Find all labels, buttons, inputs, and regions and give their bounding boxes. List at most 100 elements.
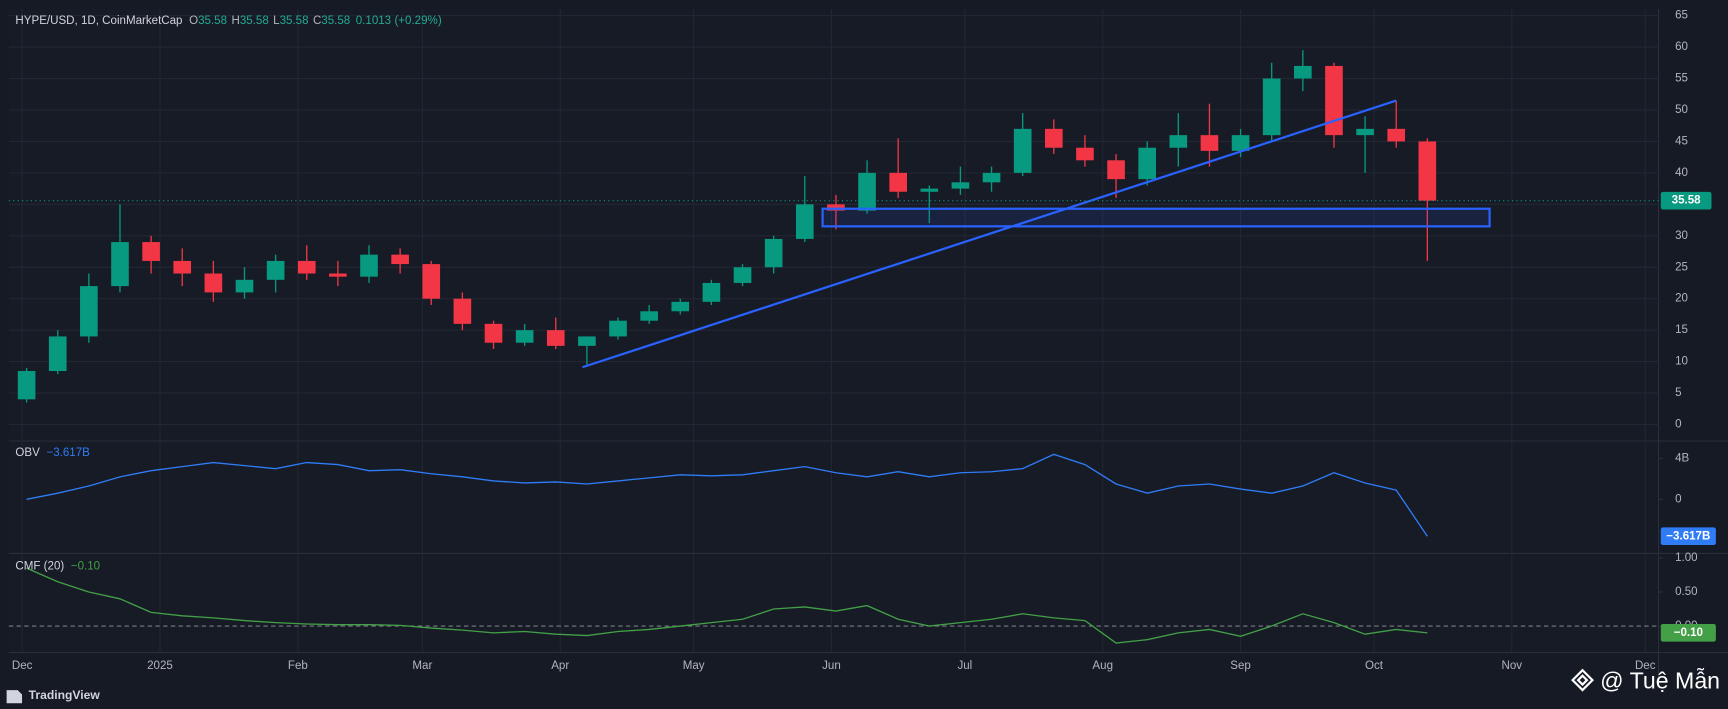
indicator-value: −0.10	[71, 561, 100, 573]
x-tick-label: 2025	[147, 660, 173, 672]
change-pct: (+0.29%)	[394, 15, 441, 27]
candle-body	[578, 336, 596, 346]
y-tick-label: 65	[1675, 10, 1688, 22]
ohlc-label: H	[231, 15, 239, 27]
x-tick-label: Aug	[1092, 660, 1113, 672]
candle-body	[266, 260, 285, 280]
ohlc-value: 35.58	[321, 15, 350, 27]
x-tick-label: Nov	[1502, 660, 1523, 672]
candle-body	[640, 311, 658, 321]
zone-rectangle	[821, 207, 1491, 228]
x-tick-label: Sep	[1230, 660, 1251, 672]
x-tick-label: Jun	[822, 660, 841, 672]
y-tick-label: 20	[1675, 293, 1688, 305]
candle-body	[235, 279, 254, 293]
brand-name: TradingView	[29, 688, 101, 702]
x-tick-label: Dec	[1635, 660, 1656, 672]
y-tick-label: 15	[1675, 324, 1688, 336]
trend-line	[582, 99, 1397, 369]
candle-body	[1262, 78, 1281, 136]
y-tick-label: 0	[1675, 419, 1681, 431]
watermark: @ Tuệ Mẫn	[1571, 667, 1720, 693]
candle-body	[733, 267, 752, 283]
change: 0.1013	[356, 15, 391, 27]
candle-body	[1325, 65, 1343, 136]
indicator-value: −3.617B	[46, 447, 90, 459]
brand: TradingView	[6, 688, 101, 704]
y-tick-label: 1.00	[1675, 552, 1698, 564]
ohlc-label: O	[189, 15, 198, 27]
candle-body	[80, 286, 98, 337]
candle-body	[484, 323, 503, 343]
ohlc-value: 35.58	[280, 15, 309, 27]
plot-area	[8, 9, 1659, 653]
candle-body	[360, 254, 378, 277]
y-tick-label: 4B	[1675, 453, 1689, 465]
y-tick-label: 0	[1675, 493, 1681, 505]
indicator-line	[26, 567, 1428, 644]
y-tick-label: 30	[1675, 230, 1688, 242]
candle-body	[1418, 141, 1437, 201]
indicator-line	[26, 453, 1428, 537]
last-price-badge	[1660, 191, 1712, 210]
candle-body	[609, 320, 627, 337]
candle-body	[702, 282, 721, 302]
candle-body	[951, 182, 970, 189]
candle-body	[827, 204, 845, 211]
candle-body	[515, 330, 534, 343]
candle-body	[1138, 147, 1157, 180]
candle-body	[1076, 147, 1094, 161]
obv-header: OBV −3.617B	[15, 447, 90, 459]
candle-body	[422, 264, 441, 299]
ohlc: O35.58 H35.58 L35.58 C35.58	[189, 15, 350, 27]
x-tick-label: Oct	[1365, 660, 1384, 672]
candle-body	[1169, 135, 1188, 148]
watermark-logo	[1571, 668, 1595, 692]
last-value-badge	[1660, 527, 1716, 546]
last-value-label: −3.617B	[1666, 530, 1710, 542]
candle-body	[1013, 128, 1032, 173]
candle-body	[173, 260, 192, 274]
candle-body	[1387, 128, 1406, 142]
x-tick-label: Feb	[288, 660, 308, 672]
candle-body	[48, 336, 67, 372]
indicator-name: CMF (20)	[15, 561, 64, 573]
ohlc-label: L	[273, 15, 280, 27]
y-tick-label: 60	[1675, 41, 1688, 53]
candle-body	[671, 301, 690, 312]
labels: Dec 2025 Feb Mar Apr May Jun Jul Aug Sep Oct Nov Dec…	[12, 10, 1716, 672]
candle-body	[1294, 65, 1312, 79]
x-tick-label: Jul	[957, 660, 972, 672]
candle-body	[795, 204, 814, 239]
y-tick-label: 25	[1675, 261, 1688, 273]
candle-body	[920, 188, 939, 192]
candle-body	[1044, 128, 1063, 148]
ohlc-value: 35.58	[198, 15, 227, 27]
candle-body	[17, 371, 36, 400]
candle-body	[1231, 135, 1250, 151]
y-tick-label: 50	[1675, 104, 1688, 116]
x-tick-label: Apr	[551, 660, 569, 672]
y-tick-label: 5	[1675, 387, 1681, 399]
last-value-badge	[1660, 624, 1716, 642]
candle-body	[204, 273, 223, 293]
candle-body	[391, 254, 409, 265]
y-tick-label: 10	[1675, 356, 1688, 368]
candle-body	[111, 242, 129, 287]
cmf-header: CMF (20) −0.10	[15, 561, 100, 573]
candle-body	[546, 330, 565, 346]
candle-body	[297, 260, 316, 274]
x-tick-label: Mar	[412, 660, 432, 672]
watermark-text: @ Tuệ Mẫn	[1600, 667, 1720, 693]
marks	[8, 50, 1659, 644]
candle-body	[889, 172, 907, 192]
legend-header: HYPE/USD, 1D, CoinMarketCap O35.58 H35.58 L…	[15, 15, 441, 27]
candle-body	[1356, 128, 1374, 136]
x-tick-label: Dec	[12, 660, 33, 672]
last-price-label: 35.58	[1672, 195, 1702, 207]
y-tick-label: 45	[1675, 135, 1688, 147]
candle-body	[982, 172, 1001, 183]
candle-body	[858, 172, 876, 211]
ohlc-value: 35.58	[240, 15, 269, 27]
